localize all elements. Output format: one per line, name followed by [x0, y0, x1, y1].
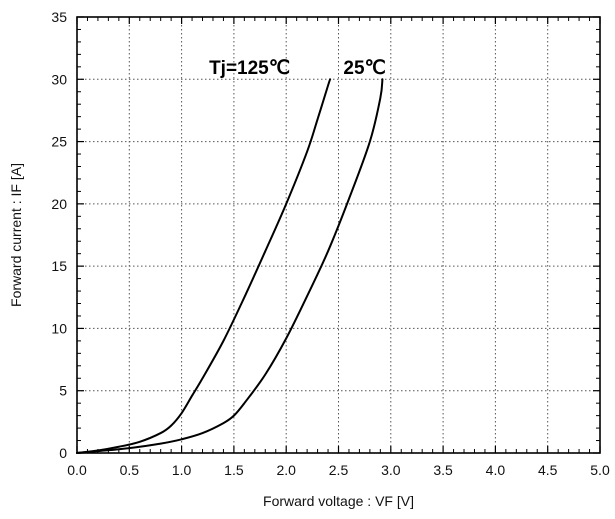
annotation-25c: 25℃: [343, 58, 385, 79]
y-axis-title: Forward current : IF [A]: [8, 163, 24, 307]
y-tick-label: 20: [51, 196, 67, 212]
y-tick-label: 5: [59, 383, 67, 399]
x-tick-label: 1.0: [172, 462, 192, 478]
y-tick-label: 10: [51, 320, 67, 336]
y-tick-label: 0: [59, 445, 67, 461]
tick-labels: 0.0 0.5 1.0 1.5 2.0 2.5 3.0 3.5 4.0 4.5 5.0 0 5 10 15 2…: [51, 9, 610, 478]
x-tick-label: 4.5: [538, 462, 558, 478]
x-tick-label: 0.5: [120, 462, 140, 478]
y-tick-label: 15: [51, 258, 67, 274]
x-tick-label: 4.0: [486, 462, 506, 478]
x-tick-label: 2.5: [329, 462, 349, 478]
x-tick-label: 5.0: [590, 462, 610, 478]
series-curves: [76, 78, 384, 454]
x-tick-label: 3.0: [381, 462, 401, 478]
plot-frame: [76, 16, 601, 454]
annotation-tj-125c: Tj=125℃: [209, 58, 290, 79]
grid-lines: [77, 17, 600, 453]
y-tick-label: 25: [51, 134, 67, 150]
x-tick-label: 2.0: [276, 462, 296, 478]
x-axis-title: Forward voltage : VF [V]: [263, 493, 414, 509]
y-tick-label: 35: [51, 9, 67, 25]
x-tick-label: 0.0: [67, 462, 87, 478]
y-tick-label: 30: [51, 71, 67, 87]
x-tick-label: 3.5: [433, 462, 453, 478]
series-curve-25c: [76, 78, 384, 454]
series-curve-tj-125c: [76, 78, 332, 454]
x-tick-label: 1.5: [224, 462, 244, 478]
